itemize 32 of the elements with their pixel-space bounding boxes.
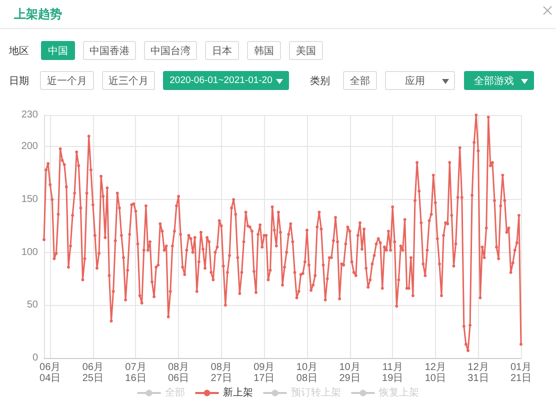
x-tick-label: 12月10日 — [424, 362, 446, 384]
y-tick-label: 230 — [21, 110, 38, 120]
button[interactable]: 近一个月 — [40, 71, 94, 90]
button[interactable]: 中国台湾 — [144, 41, 197, 60]
y-tick-label: 100 — [21, 246, 38, 258]
x-tick-label: 09月17日 — [254, 362, 275, 384]
x-tick-label: 06月25日 — [82, 362, 104, 384]
legend-label: 新上架 — [223, 386, 253, 398]
x-tick-label: 07月16日 — [125, 362, 146, 384]
button[interactable]: 全部 — [343, 71, 377, 90]
button[interactable]: 美国 — [289, 41, 323, 60]
text: 类别 — [310, 74, 330, 88]
button[interactable]: 近三个月 — [102, 71, 155, 90]
y-tick-label: 50 — [26, 300, 38, 311]
button[interactable]: 日本 — [205, 41, 239, 60]
y-tick-label: 0 — [32, 352, 38, 364]
x-tick-label: 10月08日 — [296, 362, 318, 384]
x-tick-label: 01月21日 — [510, 362, 532, 384]
button[interactable]: 韩国 — [247, 41, 281, 60]
dropdown[interactable]: 应用 — [385, 71, 455, 90]
button[interactable]: 中国香港 — [83, 41, 136, 60]
x-tick-label: 11月19日 — [382, 362, 404, 384]
y-tick-label: 200 — [21, 141, 38, 152]
x-tick-label: 08月27日 — [210, 362, 232, 384]
text: 日期 — [9, 74, 29, 88]
x-tick-label: 06月04日 — [40, 362, 61, 384]
chart-title: 上架趋势 — [13, 7, 62, 21]
x-tick-label: 12月31日 — [468, 362, 489, 384]
x-tick-label: 08月06日 — [168, 362, 190, 384]
y-tick-label: 150 — [21, 194, 38, 206]
text: 地区 — [9, 44, 29, 58]
x-tick-label: 10月29日 — [339, 362, 360, 384]
